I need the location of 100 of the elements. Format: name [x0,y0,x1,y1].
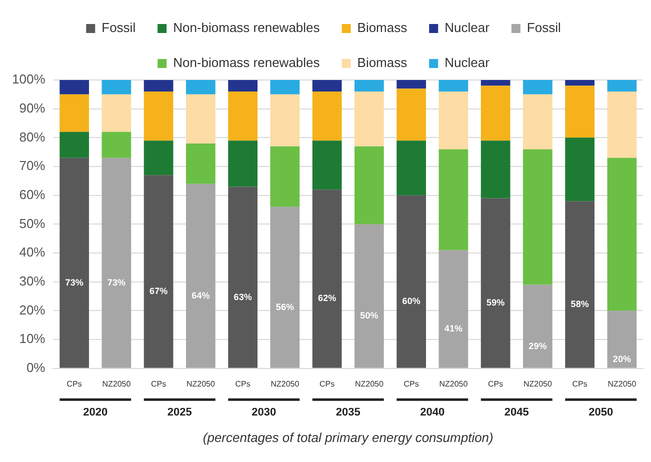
y-tick-label: 40% [19,244,46,260]
text: 2045 [504,406,529,418]
data-label: 56% [276,302,294,312]
y-tick-label: 60% [19,186,46,202]
bar [186,143,216,184]
bar [60,132,89,158]
x-tick-label: CPs [235,379,250,388]
bar [186,184,216,368]
bar [523,149,552,285]
bar [228,80,258,92]
legend-label: Non-biomass renewables [173,55,320,70]
bar [144,80,174,92]
bar [228,186,258,368]
bar [396,140,426,196]
x-tick-label: NZ2050 [608,379,637,388]
text: 2030 [252,406,276,418]
bar [565,86,594,138]
data-label: 73% [107,277,126,288]
x-tick-label: NZ2050 [523,379,552,388]
data-label: 59% [486,298,505,308]
bar [354,80,384,92]
bar [607,310,637,368]
bar [438,250,468,368]
bar [102,80,132,94]
y-tick-label: 80% [19,129,46,144]
bar [523,94,552,150]
bar [228,92,258,141]
data-label: 67% [150,286,168,296]
legend-label: Biomass [357,20,408,36]
legend-label: Biomass [357,55,408,70]
y-tick-label: 70% [19,158,46,174]
data-label: 60% [402,296,420,306]
x-tick-label: CPs [151,379,166,388]
y-tick-label: 50% [19,216,46,231]
bar [102,132,132,158]
bar [270,206,300,368]
x-tick-label: CPs [320,379,335,388]
bar [270,146,300,207]
y-tick-label: 30% [19,273,46,288]
legend-label: Fossil [526,20,561,36]
x-tick-label: NZ2050 [186,379,216,388]
text: 2025 [167,406,192,418]
bar [312,80,342,92]
bar [565,80,594,86]
x-tick-label: NZ2050 [270,379,300,388]
data-label: 29% [528,340,547,351]
bar [354,224,384,368]
data-label: 62% [318,293,336,304]
data-label: 63% [234,292,252,302]
bar [102,94,132,132]
text: 2040 [420,406,445,418]
y-tick-label: 10% [19,331,46,346]
x-tick-label: CPs [488,379,504,388]
y-tick-label: 20% [19,302,46,318]
bar [396,195,426,368]
bar [565,138,594,202]
bar [607,158,637,311]
bar [228,140,258,187]
bar [565,201,594,368]
x-tick-label: NZ2050 [439,379,468,388]
bar [523,284,552,368]
bar [480,140,510,198]
x-tick-label: CPs [572,379,588,388]
text: (percentages of total primary energy consumption) [202,430,494,446]
legend-label: Fossil [102,20,136,36]
bar [438,149,468,250]
bar [438,80,468,92]
y-tick-label: 90% [19,100,46,116]
bar [186,80,216,94]
bar [60,94,89,132]
text: 2035 [336,406,360,418]
text: 2020 [83,406,108,418]
x-tick-label: CPs [66,379,82,388]
legend-label: Nuclear [444,55,490,70]
bar [312,190,342,368]
bar [354,146,384,224]
legend-label: Non-biomass renewables [173,20,320,36]
bar [480,198,510,368]
data-label: 58% [570,299,589,309]
bar [438,92,468,150]
bar [396,88,426,141]
bar [186,94,216,144]
bar [480,86,510,141]
x-tick-label: NZ2050 [354,379,384,388]
bar [270,80,300,94]
bar [607,92,637,158]
y-tick-label: 0% [26,360,46,375]
bar [607,80,637,92]
bar [60,158,89,368]
bar [523,80,552,94]
bar [396,80,426,89]
bar [144,140,174,176]
bar [270,94,300,146]
legend-label: Nuclear [444,20,490,36]
data-label: 20% [612,354,631,364]
x-tick-label: CPs [404,379,419,388]
bar [144,175,174,368]
bar [312,140,342,190]
data-label: 41% [444,324,462,334]
data-label: 50% [360,310,378,321]
